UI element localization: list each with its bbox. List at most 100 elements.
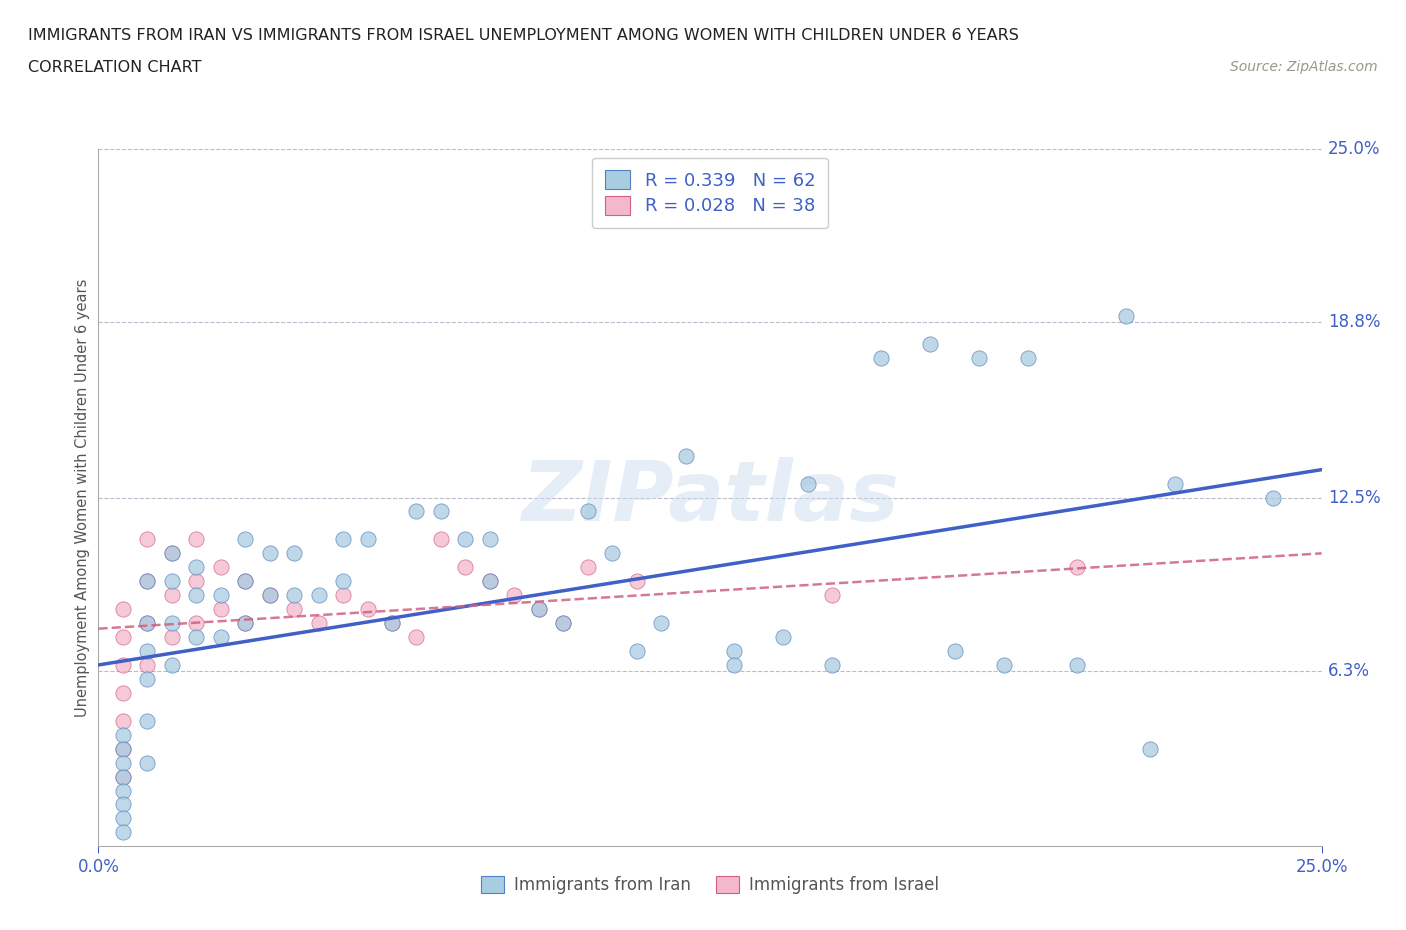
Point: [405, 504, 427, 519]
Point: [111, 741, 134, 756]
Point: [111, 685, 134, 700]
Point: [160, 546, 183, 561]
Point: [111, 769, 134, 784]
Text: CORRELATION CHART: CORRELATION CHART: [28, 60, 201, 75]
Point: [186, 574, 208, 589]
Legend: Immigrants from Iran, Immigrants from Israel: Immigrants from Iran, Immigrants from Is…: [474, 870, 946, 901]
Point: [527, 602, 550, 617]
Point: [233, 574, 256, 589]
Point: [186, 532, 208, 547]
Point: [600, 546, 623, 561]
Point: [650, 616, 672, 631]
Point: [136, 574, 159, 589]
Point: [675, 448, 697, 463]
Point: [405, 630, 427, 644]
Point: [209, 588, 232, 603]
Text: Source: ZipAtlas.com: Source: ZipAtlas.com: [1230, 60, 1378, 74]
Point: [160, 658, 183, 672]
Point: [920, 337, 942, 352]
Point: [136, 658, 159, 672]
Point: [381, 616, 404, 631]
Point: [111, 797, 134, 812]
Point: [478, 574, 501, 589]
Point: [1261, 490, 1284, 505]
Point: [478, 574, 501, 589]
Point: [186, 616, 208, 631]
Point: [259, 588, 281, 603]
Point: [1139, 741, 1161, 756]
Point: [233, 616, 256, 631]
Point: [136, 574, 159, 589]
Point: [233, 532, 256, 547]
Point: [967, 351, 990, 365]
Point: [772, 630, 794, 644]
Point: [626, 644, 648, 658]
Point: [454, 560, 477, 575]
Point: [160, 588, 183, 603]
Point: [283, 602, 305, 617]
Point: [356, 532, 378, 547]
Point: [111, 755, 134, 770]
Point: [821, 658, 844, 672]
Point: [259, 546, 281, 561]
Point: [332, 574, 354, 589]
Point: [111, 713, 134, 728]
Point: [478, 532, 501, 547]
Point: [111, 741, 134, 756]
Point: [332, 588, 354, 603]
Point: [259, 588, 281, 603]
Point: [1115, 309, 1137, 324]
Point: [1066, 658, 1088, 672]
Point: [503, 588, 526, 603]
Text: 6.3%: 6.3%: [1327, 661, 1369, 680]
Point: [136, 616, 159, 631]
Point: [943, 644, 966, 658]
Point: [308, 616, 330, 631]
Point: [723, 644, 745, 658]
Point: [283, 546, 305, 561]
Text: 25.0%: 25.0%: [1327, 140, 1381, 158]
Point: [308, 588, 330, 603]
Text: 12.5%: 12.5%: [1327, 488, 1381, 507]
Text: ZIPatlas: ZIPatlas: [522, 457, 898, 538]
Point: [356, 602, 378, 617]
Point: [186, 588, 208, 603]
Point: [111, 658, 134, 672]
Point: [553, 616, 575, 631]
Point: [821, 588, 844, 603]
Point: [993, 658, 1015, 672]
Point: [111, 825, 134, 840]
Point: [454, 532, 477, 547]
Point: [136, 616, 159, 631]
Point: [111, 602, 134, 617]
Point: [797, 476, 820, 491]
Text: IMMIGRANTS FROM IRAN VS IMMIGRANTS FROM ISRAEL UNEMPLOYMENT AMONG WOMEN WITH CHI: IMMIGRANTS FROM IRAN VS IMMIGRANTS FROM …: [28, 28, 1019, 43]
Point: [430, 504, 453, 519]
Point: [1017, 351, 1039, 365]
Point: [209, 602, 232, 617]
Point: [283, 588, 305, 603]
Point: [111, 769, 134, 784]
Point: [209, 560, 232, 575]
Y-axis label: Unemployment Among Women with Children Under 6 years: Unemployment Among Women with Children U…: [75, 278, 90, 717]
Point: [186, 560, 208, 575]
Point: [136, 713, 159, 728]
Point: [160, 616, 183, 631]
Point: [527, 602, 550, 617]
Point: [111, 811, 134, 826]
Point: [576, 560, 599, 575]
Point: [381, 616, 404, 631]
Point: [233, 574, 256, 589]
Point: [111, 727, 134, 742]
Point: [553, 616, 575, 631]
Point: [160, 546, 183, 561]
Point: [160, 630, 183, 644]
Point: [233, 616, 256, 631]
Point: [209, 630, 232, 644]
Point: [430, 532, 453, 547]
Point: [332, 532, 354, 547]
Point: [111, 630, 134, 644]
Text: 18.8%: 18.8%: [1327, 312, 1381, 331]
Point: [1066, 560, 1088, 575]
Point: [136, 644, 159, 658]
